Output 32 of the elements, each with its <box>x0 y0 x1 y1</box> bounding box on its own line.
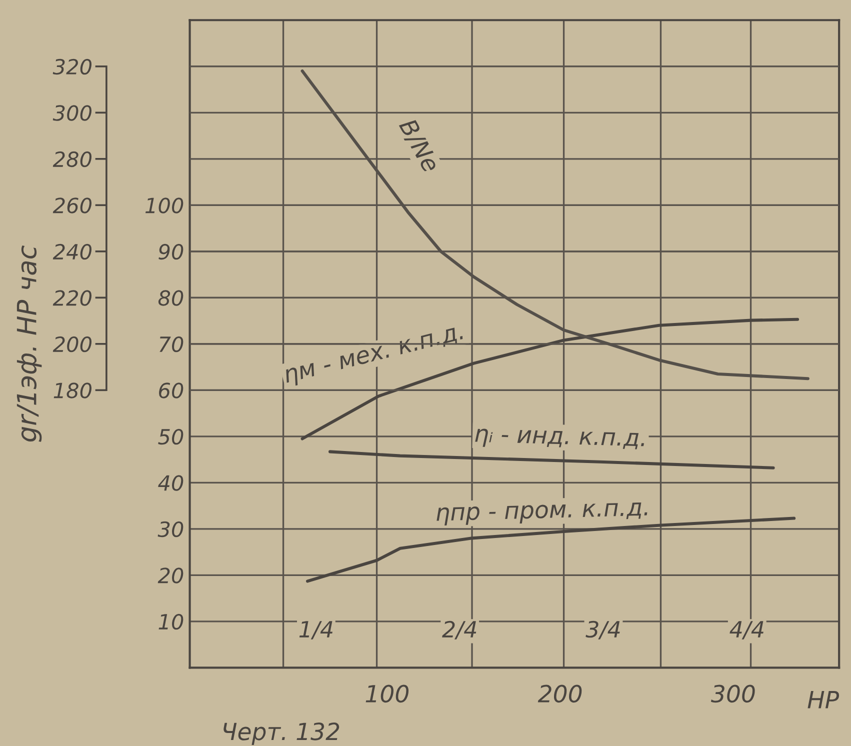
x2-tick-label: 3/4 <box>586 620 620 640</box>
y-tick-label: 80 <box>158 290 184 306</box>
x-tick-label: 200 <box>538 684 582 703</box>
y2-tick-label: 220 <box>52 290 92 306</box>
y2-tick-label: 260 <box>52 198 92 214</box>
y-tick-label: 30 <box>158 521 184 538</box>
y2-tick-label: 280 <box>52 151 92 168</box>
x-tick-label: 300 <box>710 684 755 703</box>
y2-tick-label: 320 <box>52 58 92 75</box>
y2-tick-label: 180 <box>54 382 92 398</box>
line-series <box>328 450 775 470</box>
y-tick-label: 70 <box>160 336 184 352</box>
y-tick-label: 20 <box>158 568 184 584</box>
series-label: ηᵢ - инд. к.п.д. <box>475 428 644 452</box>
y2-tick-label: 240 <box>52 244 92 260</box>
y2-tick-label: 200 <box>52 336 92 352</box>
text: B/Ne <box>396 117 440 174</box>
y-tick-label: 60 <box>159 382 184 398</box>
text: Черт. 132 <box>224 722 340 745</box>
x-tick-label: 100 <box>366 684 409 703</box>
y2-axis-title: gr/1эф. HP час <box>16 246 42 442</box>
y-tick-label: 10 <box>158 614 184 630</box>
y-tick-label: 40 <box>158 475 184 491</box>
x-axis-title: HP <box>808 691 840 708</box>
x2-tick-label: 4/4 <box>730 621 764 640</box>
y-tick-label: 50 <box>158 428 184 445</box>
y-tick-label: 100 <box>145 198 184 214</box>
series-label: ηпр - пром. к.п.д. <box>436 502 648 526</box>
x2-tick-label: 1/4 <box>299 621 332 640</box>
y-tick-label: 90 <box>158 244 184 260</box>
y2-tick-label: 300 <box>52 105 92 121</box>
x2-tick-label: 2/4 <box>442 620 476 640</box>
